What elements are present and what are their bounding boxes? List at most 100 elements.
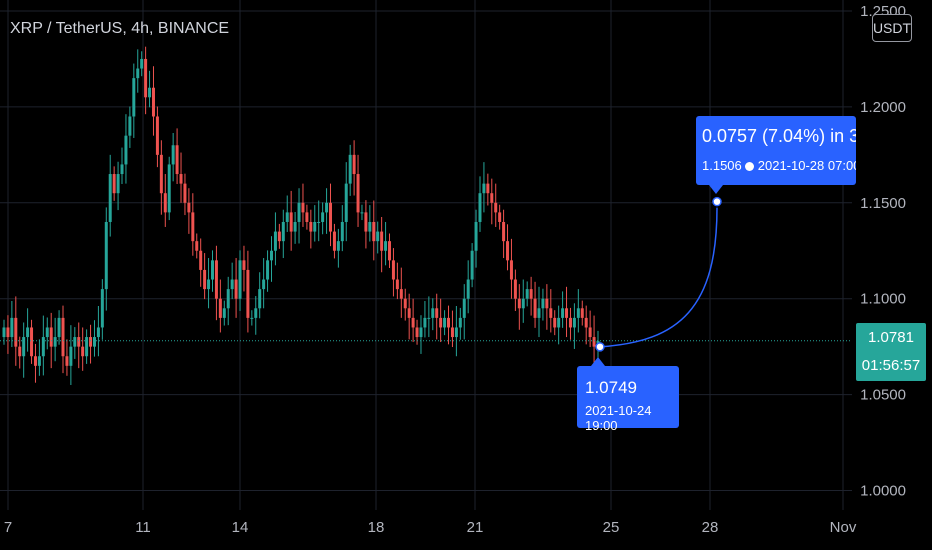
candle-body — [2, 327, 6, 338]
candle-body — [462, 298, 466, 318]
candle-body — [6, 327, 10, 338]
candle-body — [407, 308, 411, 318]
candle-body — [356, 174, 360, 213]
candle-body — [124, 135, 128, 165]
candle-body — [234, 279, 238, 299]
candle-body — [183, 183, 187, 203]
candle-body — [321, 212, 325, 222]
candle-body — [285, 212, 289, 222]
y-tick-label: 1.1500 — [860, 195, 906, 212]
candle-body — [136, 68, 140, 79]
candle-body — [474, 221, 478, 251]
target-price: 1.1506 — [702, 158, 742, 173]
candle-body — [537, 308, 541, 318]
candle-body — [360, 212, 364, 214]
candle-body — [22, 337, 26, 357]
projection-arrow — [599, 207, 718, 348]
candle-body — [140, 58, 144, 69]
candle-body — [376, 231, 380, 242]
candle-body — [250, 317, 254, 319]
candle-body — [372, 221, 376, 242]
candle-body — [222, 308, 226, 318]
candle-body — [364, 212, 368, 232]
candle-body — [553, 317, 557, 328]
candle-body — [313, 221, 317, 232]
candle-body — [37, 356, 41, 366]
candle-body — [10, 317, 14, 338]
candle-body — [498, 212, 502, 222]
candle-body — [262, 279, 266, 290]
candle-body — [509, 260, 513, 280]
candle-body — [77, 337, 81, 347]
grid-lines — [0, 0, 852, 510]
candle-body — [344, 183, 348, 222]
candle-body — [120, 164, 124, 175]
candle-body — [49, 327, 53, 347]
candle-body — [301, 202, 305, 213]
candle-body — [557, 317, 561, 328]
candle-body — [588, 327, 592, 338]
measure-headline: 0.0757 (7.04%) in 3d — [702, 126, 856, 146]
candle-body — [14, 317, 18, 347]
candle-body — [568, 317, 572, 328]
candle-body — [92, 337, 96, 347]
candle-body — [388, 241, 392, 261]
start-callout[interactable]: 1.0749 2021-10-24 19:00 — [577, 366, 679, 433]
candle-body — [549, 308, 553, 318]
time-axis[interactable]: 7 11 14 18 21 25 28 Nov — [4, 519, 857, 536]
candle-body — [89, 337, 93, 347]
candle-body — [96, 327, 100, 338]
candle-body — [458, 317, 462, 328]
x-tick-label: 21 — [467, 519, 484, 536]
candle-body — [57, 317, 61, 338]
candle-body — [443, 317, 447, 328]
chart-title: XRP / TetherUS, 4h, BINANCE — [10, 20, 230, 37]
candle-body — [297, 202, 301, 222]
candle-body — [329, 202, 333, 232]
start-point-marker[interactable] — [595, 342, 605, 352]
candle-body — [415, 327, 419, 338]
candle-body — [65, 356, 69, 366]
candle-body — [466, 279, 470, 299]
candle-body — [541, 298, 545, 309]
candle-body — [454, 327, 458, 338]
candle-body — [242, 260, 246, 270]
candle-body — [419, 327, 423, 338]
candle-body — [325, 202, 329, 213]
x-tick-label: 28 — [702, 519, 719, 536]
candle-body — [128, 116, 132, 136]
current-price-tag: 1.0781 01:56:57 — [856, 323, 926, 381]
bar-countdown: 01:56:57 — [861, 357, 921, 374]
candle-body — [53, 337, 57, 347]
candle-body — [171, 145, 175, 165]
candle-body — [391, 260, 395, 280]
candle-body — [175, 145, 179, 175]
candle-body — [431, 308, 435, 318]
candle-body — [159, 154, 163, 194]
target-point-marker[interactable] — [712, 196, 722, 207]
candle-body — [30, 327, 34, 357]
candle-body — [494, 202, 498, 213]
candle-body — [506, 241, 510, 261]
candle-body — [269, 250, 273, 261]
x-tick-label: Nov — [830, 519, 857, 536]
candle-body — [26, 327, 30, 338]
candle-body — [266, 260, 270, 280]
y-tick-label: 1.0000 — [860, 483, 906, 500]
candle-body — [423, 317, 427, 328]
candle-body — [427, 317, 431, 319]
measure-callout[interactable]: 0.0757 (7.04%) in 3d 1.1506 2021-10-28 07… — [696, 116, 856, 185]
candle-body — [395, 279, 399, 290]
candle-body — [81, 346, 85, 357]
currency-button[interactable]: USDT — [872, 14, 912, 42]
candle-body — [447, 317, 451, 328]
start-time: 2021-10-24 19:00 — [585, 403, 652, 433]
candle-body — [187, 202, 191, 213]
candle-body — [502, 221, 506, 242]
measure-callout-caret — [709, 185, 723, 194]
candle-body — [368, 221, 372, 232]
candle-body — [100, 289, 104, 328]
candle-body — [104, 221, 108, 290]
